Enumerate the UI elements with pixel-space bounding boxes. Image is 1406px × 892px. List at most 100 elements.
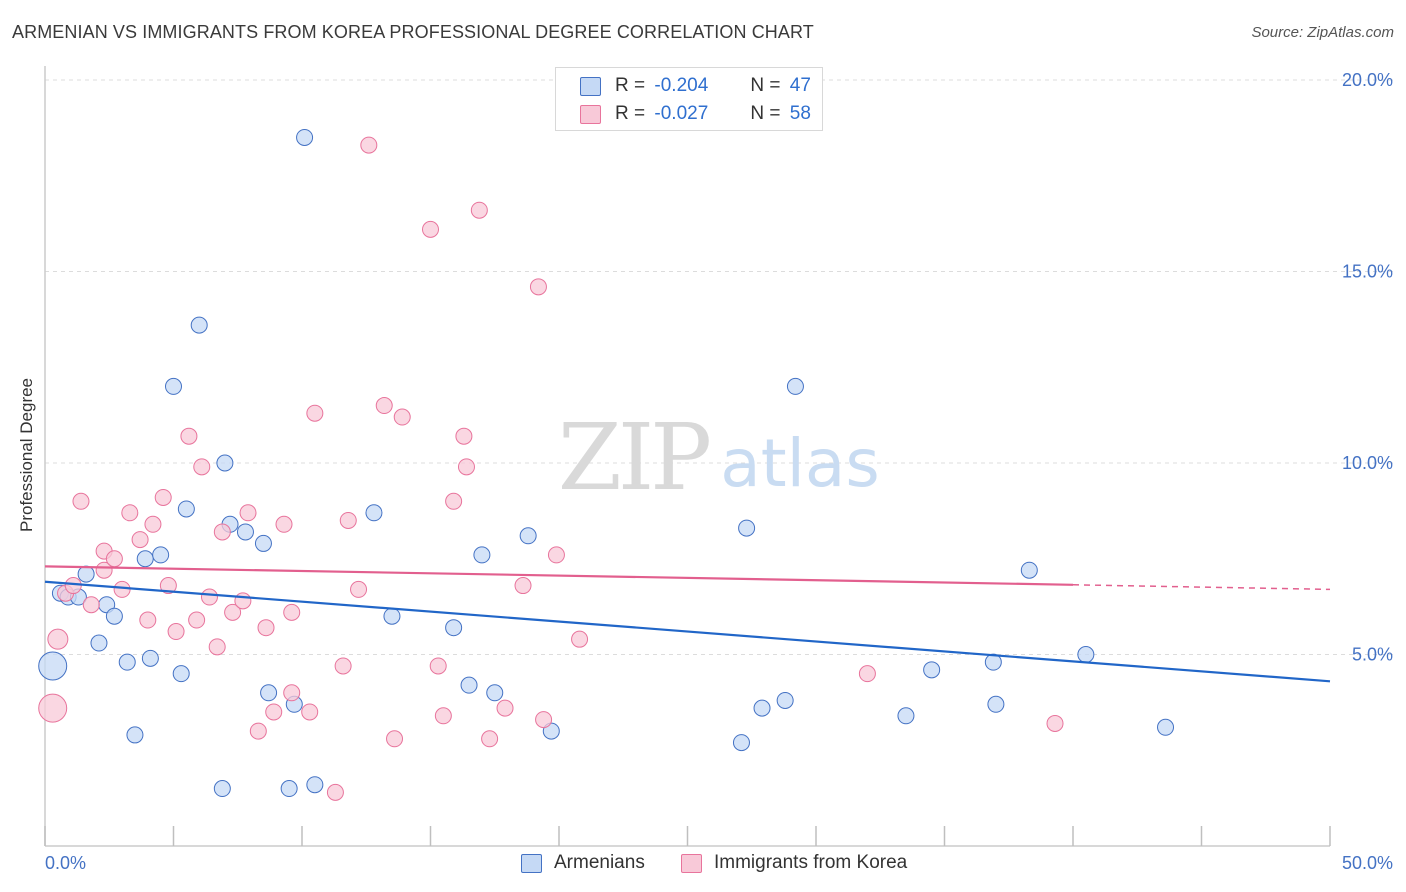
point-korea [306, 404, 324, 422]
point-korea [239, 504, 257, 522]
point-armenians [776, 691, 794, 709]
point-armenians [141, 649, 159, 667]
point-armenians [519, 527, 537, 545]
point-korea [213, 523, 231, 541]
point-armenians [460, 676, 478, 694]
point-korea [38, 693, 68, 723]
point-korea [249, 722, 267, 740]
point-korea [180, 427, 198, 445]
point-armenians [738, 519, 756, 537]
point-korea [159, 577, 177, 595]
point-korea [283, 603, 301, 621]
axes [44, 66, 1331, 847]
point-korea [470, 201, 488, 219]
point-armenians [753, 699, 771, 717]
series-legend: Armenians Immigrants from Korea [0, 852, 1406, 876]
x-tick-label: 0.0% [45, 853, 86, 873]
point-armenians [165, 377, 182, 395]
point-korea [275, 515, 293, 533]
point-korea [95, 561, 113, 579]
point-armenians [923, 661, 941, 679]
point-korea [350, 580, 368, 598]
point-korea [121, 504, 139, 522]
point-armenians [987, 695, 1005, 713]
point-korea [224, 603, 242, 621]
point-korea [858, 665, 876, 683]
legend-row-korea: R = -0.027 N = 58 [580, 101, 811, 127]
point-armenians [365, 504, 383, 522]
trendline-korea-extension [1072, 584, 1331, 591]
point-korea [105, 550, 123, 568]
legend-n-label: N = [750, 75, 781, 96]
series-swatch-armenians [521, 853, 542, 873]
point-korea [193, 458, 211, 476]
legend-n-label: N = [750, 103, 781, 124]
point-korea [208, 638, 226, 656]
legend-swatch-armenians [580, 76, 601, 96]
point-armenians [383, 607, 401, 625]
point-korea [72, 492, 90, 510]
series-swatch-korea [681, 853, 702, 873]
point-korea [154, 488, 172, 506]
point-armenians [190, 316, 208, 334]
point-armenians [126, 726, 144, 744]
point-korea [265, 703, 283, 721]
point-korea [571, 630, 589, 648]
point-armenians [306, 776, 324, 794]
point-korea [514, 577, 532, 595]
points [38, 128, 1175, 801]
correlation-legend: R = -0.204 N = 47 R = -0.027 N = 58 [555, 67, 823, 131]
point-korea [496, 699, 514, 717]
x-tick-label: 50.0% [1342, 853, 1393, 873]
point-korea [139, 611, 157, 629]
point-armenians [732, 734, 750, 752]
point-korea [360, 136, 378, 154]
y-tick-label: 5.0% [1352, 645, 1393, 665]
point-armenians [118, 653, 136, 671]
point-armenians [172, 665, 190, 683]
point-armenians [136, 550, 154, 568]
point-armenians [296, 128, 314, 146]
tick-labels: 5.0% 10.0% 15.0% 20.0% 0.0% 50.0% [45, 70, 1393, 873]
trendline-korea [44, 565, 1074, 586]
series-legend-korea: Immigrants from Korea [681, 852, 907, 874]
point-korea [334, 657, 352, 675]
legend-n-value: 58 [789, 103, 811, 124]
point-korea [234, 592, 252, 610]
trendline-armenians [44, 580, 1331, 683]
point-korea [547, 546, 565, 564]
point-korea [326, 783, 344, 801]
legend-row-armenians: R = -0.204 N = 47 [580, 73, 811, 99]
legend-r-label: R = [615, 75, 646, 96]
gridlines [45, 79, 1395, 655]
point-korea [200, 588, 218, 606]
point-armenians [90, 634, 108, 652]
watermark-atlas: atlas [720, 425, 880, 502]
y-tick-label: 20.0% [1342, 70, 1393, 90]
point-korea [529, 278, 547, 296]
point-korea [1046, 714, 1064, 732]
point-armenians [177, 500, 195, 518]
point-armenians [897, 707, 915, 725]
point-korea [113, 580, 131, 598]
point-armenians [38, 651, 68, 681]
y-tick-label: 10.0% [1342, 453, 1393, 473]
point-armenians [254, 534, 272, 552]
point-korea [144, 515, 162, 533]
point-armenians [213, 780, 231, 798]
legend-swatch-korea [580, 104, 601, 124]
point-korea [47, 628, 69, 650]
point-korea [301, 703, 319, 721]
point-armenians [486, 684, 504, 702]
point-korea [167, 623, 185, 641]
point-korea [375, 397, 393, 415]
series-label-armenians: Armenians [554, 852, 645, 873]
point-korea [257, 619, 275, 637]
point-korea [457, 458, 475, 476]
point-armenians [236, 523, 254, 541]
point-armenians [77, 565, 95, 583]
point-korea [386, 730, 404, 748]
point-armenians [280, 780, 298, 798]
y-tick-label: 15.0% [1342, 262, 1393, 282]
point-korea [455, 427, 473, 445]
